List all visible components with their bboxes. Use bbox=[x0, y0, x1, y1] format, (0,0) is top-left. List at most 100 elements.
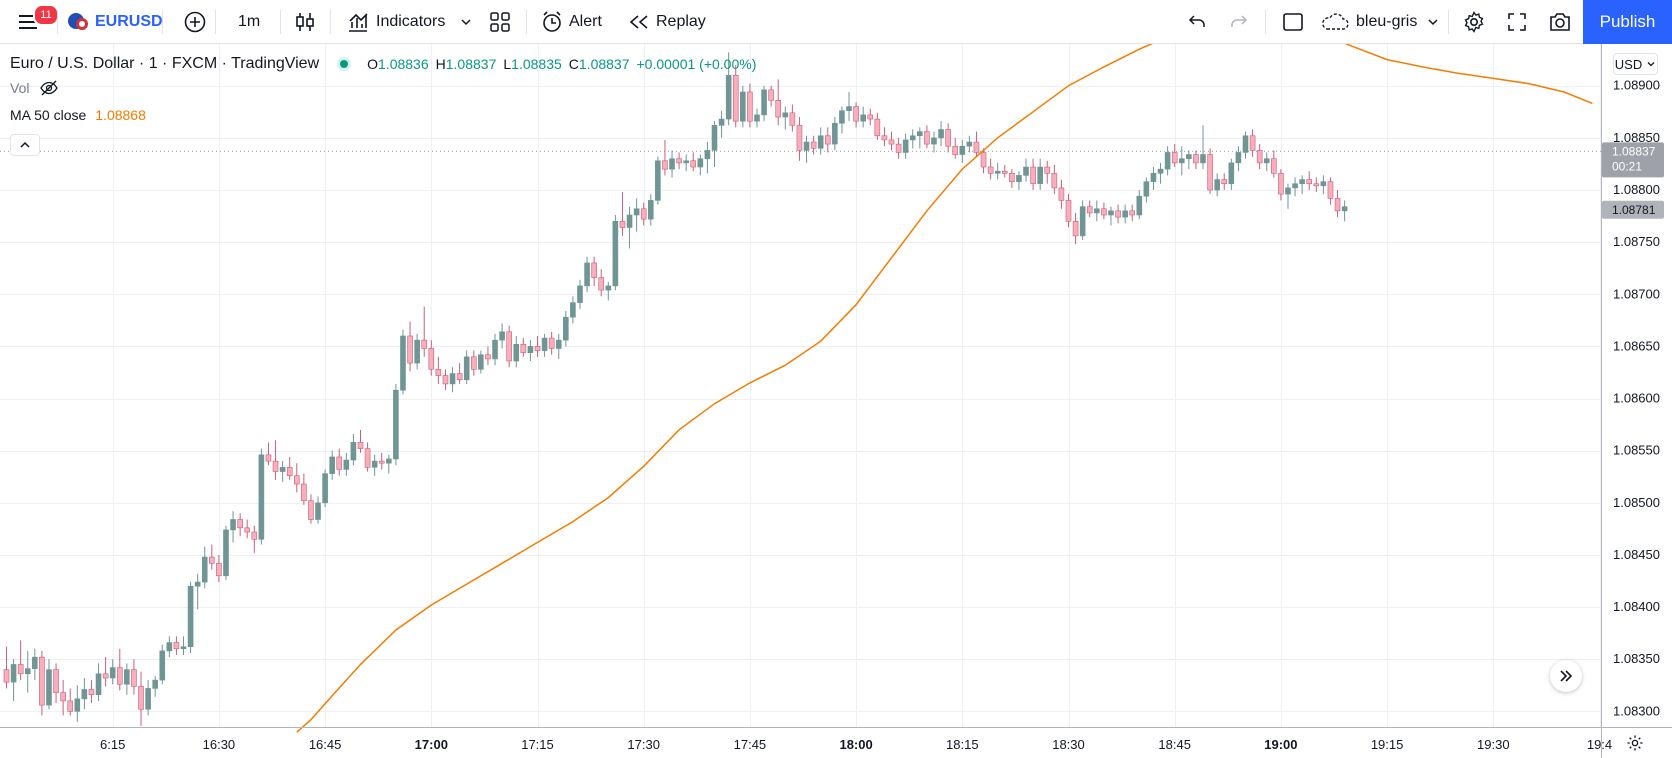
toolbar-divider bbox=[162, 10, 163, 34]
series-title[interactable]: Euro / U.S. Dollar · 1 · FXCM · TradingV… bbox=[10, 55, 320, 72]
candle-body bbox=[924, 131, 930, 145]
redo-button[interactable] bbox=[1228, 0, 1250, 44]
ma-value: 1.08868 bbox=[95, 107, 146, 123]
hidden-eye-icon[interactable] bbox=[39, 80, 59, 96]
alert-icon bbox=[543, 11, 561, 32]
candle-body bbox=[1186, 154, 1192, 160]
candle bbox=[230, 511, 236, 543]
indicators-dropdown[interactable] bbox=[460, 0, 472, 44]
market-status-dot[interactable] bbox=[337, 57, 352, 71]
candle bbox=[109, 659, 116, 685]
candle bbox=[350, 433, 357, 466]
undo-button[interactable] bbox=[1186, 0, 1208, 44]
candle bbox=[782, 106, 789, 130]
candle-body bbox=[669, 158, 675, 170]
candle bbox=[343, 452, 350, 476]
candle-body bbox=[286, 467, 293, 476]
chart-canvas[interactable]: 1.08300 1.08350 1.08400 1.08450 1.08500 1.085… bbox=[0, 44, 1672, 758]
close-label: C bbox=[568, 56, 579, 72]
candle bbox=[534, 335, 541, 357]
candle-body bbox=[839, 110, 845, 124]
candle bbox=[152, 675, 158, 697]
fullscreen-icon bbox=[1508, 13, 1526, 31]
settings-button[interactable] bbox=[1462, 0, 1486, 44]
candle bbox=[1285, 183, 1291, 209]
chart-type-button[interactable] bbox=[294, 0, 316, 44]
price-axis[interactable]: 1.08300 1.08350 1.08400 1.08450 1.08500 1.085… bbox=[1613, 78, 1660, 719]
candle bbox=[53, 663, 59, 704]
candle-body bbox=[336, 456, 343, 470]
indicators-button[interactable]: Indicators bbox=[346, 0, 445, 44]
candle-body bbox=[612, 220, 619, 287]
ma-legend[interactable]: MA 50 close 1.08868 bbox=[10, 107, 146, 123]
candle-body bbox=[662, 160, 668, 170]
symbol-search-button[interactable]: EURUSD bbox=[67, 0, 163, 44]
compare-button[interactable] bbox=[183, 0, 207, 44]
candle bbox=[187, 582, 194, 653]
candle bbox=[860, 106, 866, 128]
theme-select-button[interactable]: bleu-gris bbox=[1320, 0, 1439, 44]
candle bbox=[286, 456, 293, 480]
candle bbox=[1030, 158, 1036, 190]
snapshot-button[interactable] bbox=[1548, 0, 1572, 44]
candle-body bbox=[109, 667, 116, 679]
candle-body bbox=[754, 114, 760, 122]
candle bbox=[1221, 173, 1228, 190]
replay-button[interactable]: Replay bbox=[628, 0, 706, 44]
publish-button[interactable]: Publish bbox=[1583, 0, 1672, 44]
time-axis[interactable]: 6:15 16:30 16:45 17:00 17:15 17:30 17:45 18:00 1… bbox=[100, 737, 1612, 752]
candle bbox=[1115, 204, 1121, 224]
price-axis-markers: 1.08837 00:21 1.08781 bbox=[1602, 142, 1664, 219]
interval-button[interactable]: 1m bbox=[238, 0, 260, 44]
candle-body bbox=[32, 656, 38, 669]
fullscreen-button[interactable] bbox=[1506, 0, 1528, 44]
currency-select[interactable]: USD bbox=[1613, 53, 1658, 75]
time-tick-label: 16:30 bbox=[203, 737, 236, 752]
top-toolbar: 11 EURUSD 1m Indicators bbox=[0, 0, 1672, 44]
candle-body bbox=[1058, 187, 1065, 201]
candle bbox=[74, 685, 81, 722]
axis-settings-button[interactable] bbox=[1624, 732, 1646, 754]
candle bbox=[1327, 177, 1334, 205]
candle bbox=[924, 125, 930, 149]
candle-body bbox=[95, 673, 102, 695]
candle-body bbox=[216, 562, 222, 577]
candle-body bbox=[258, 454, 265, 540]
candle-body bbox=[1065, 200, 1072, 222]
layout-select-button[interactable] bbox=[1282, 0, 1304, 44]
double-chevron-right-icon bbox=[1560, 670, 1573, 682]
candle bbox=[449, 367, 456, 393]
candle bbox=[832, 116, 838, 151]
candle-body bbox=[1249, 135, 1256, 151]
candle-body bbox=[1143, 181, 1150, 197]
candlestick-series bbox=[3, 52, 1348, 726]
candle-body bbox=[577, 285, 583, 303]
candle bbox=[1242, 131, 1249, 159]
candle-body bbox=[824, 135, 831, 145]
candle-body bbox=[789, 112, 796, 126]
candle-body bbox=[414, 339, 420, 364]
candle-body bbox=[959, 145, 966, 155]
candle-body bbox=[1016, 175, 1022, 182]
volume-legend[interactable]: Vol bbox=[10, 80, 59, 96]
candle bbox=[499, 323, 505, 349]
scroll-to-realtime-button[interactable] bbox=[1550, 660, 1582, 692]
open-value: 1.08836 bbox=[378, 56, 429, 72]
candle-body bbox=[364, 448, 371, 468]
candle-body bbox=[1001, 170, 1008, 174]
candle bbox=[1086, 200, 1093, 218]
legend-collapse-button[interactable] bbox=[10, 134, 40, 156]
grid-lines bbox=[0, 44, 1601, 727]
candle bbox=[1207, 148, 1213, 195]
candle bbox=[414, 333, 420, 370]
candle bbox=[527, 340, 534, 361]
candle bbox=[386, 454, 392, 474]
candle bbox=[1129, 204, 1136, 222]
low-value: 1.08835 bbox=[511, 56, 562, 72]
candle bbox=[775, 79, 782, 126]
candle bbox=[428, 340, 435, 376]
alert-button[interactable]: Alert bbox=[540, 0, 602, 44]
candle-body bbox=[1263, 158, 1270, 164]
camera-icon bbox=[1550, 13, 1570, 31]
layouts-button[interactable] bbox=[489, 0, 511, 44]
